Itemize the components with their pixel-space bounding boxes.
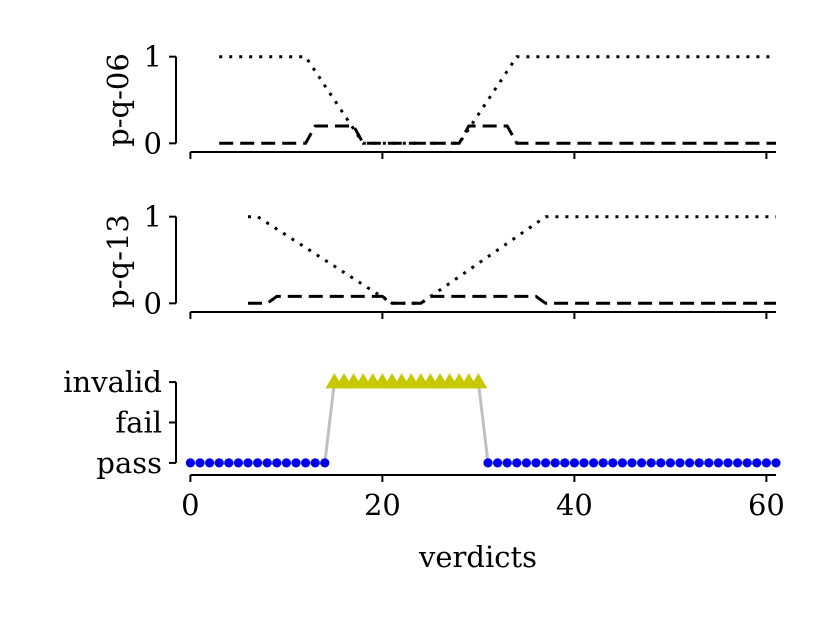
pass-point bbox=[617, 458, 628, 468]
x-axis-label: verdicts bbox=[418, 540, 537, 574]
y-tick-label: 1 bbox=[144, 40, 162, 74]
pass-point bbox=[675, 458, 685, 468]
y-axis-label: p-q-06 bbox=[101, 53, 135, 147]
pass-point bbox=[483, 458, 493, 468]
pass-point bbox=[272, 458, 282, 468]
pass-point bbox=[733, 458, 743, 468]
y-axis-label: p-q-13 bbox=[101, 214, 135, 308]
pass-point bbox=[579, 458, 589, 468]
pass-point bbox=[310, 458, 320, 468]
pass-point bbox=[493, 458, 503, 468]
pass-point bbox=[637, 458, 647, 468]
series-group bbox=[219, 55, 776, 145]
pass-point bbox=[627, 458, 637, 468]
panel-p-q-06: p-q-06 01 bbox=[101, 40, 776, 160]
axes: 01 bbox=[144, 200, 776, 320]
y-tick-label: 0 bbox=[144, 286, 162, 320]
pass-point bbox=[771, 458, 781, 468]
y-tick-label: invalid bbox=[63, 365, 162, 399]
pass-point bbox=[281, 458, 291, 468]
dotted-series-line bbox=[219, 55, 776, 145]
pass-point bbox=[656, 458, 666, 468]
pass-point bbox=[742, 458, 752, 468]
pass-point bbox=[301, 458, 311, 468]
y-tick-label: 0 bbox=[144, 126, 162, 160]
axes: 01 bbox=[144, 40, 776, 160]
y-tick-label: fail bbox=[115, 406, 162, 440]
pass-point bbox=[291, 458, 301, 468]
pass-point bbox=[704, 458, 714, 468]
dashed-series-line bbox=[248, 294, 776, 305]
panel-p-q-13: p-q-13 01 bbox=[101, 200, 776, 320]
pass-point bbox=[512, 458, 522, 468]
pass-point bbox=[195, 458, 205, 468]
pass-point bbox=[233, 458, 243, 468]
pass-point bbox=[723, 458, 733, 468]
pass-point bbox=[685, 458, 695, 468]
series-group bbox=[248, 215, 776, 305]
pass-point bbox=[253, 458, 263, 468]
pass-point bbox=[185, 458, 195, 468]
verdict-connector-line bbox=[190, 380, 776, 465]
pass-point bbox=[694, 458, 704, 468]
pass-point bbox=[665, 458, 676, 468]
pass-point bbox=[569, 458, 580, 468]
axes: pass fail invalid 0 20 40 60 bbox=[63, 365, 785, 522]
pass-point bbox=[521, 458, 532, 468]
pass-point bbox=[589, 458, 599, 468]
panel-verdicts: pass fail invalid 0 20 40 60 verdicts bbox=[63, 365, 785, 574]
pass-point bbox=[502, 458, 512, 468]
pass-point bbox=[608, 458, 618, 468]
pass-point bbox=[560, 458, 570, 468]
x-tick-label: 20 bbox=[364, 488, 401, 522]
pass-point bbox=[214, 458, 224, 468]
x-tick-label: 40 bbox=[556, 488, 593, 522]
pass-point bbox=[646, 458, 656, 468]
pass-point bbox=[752, 458, 762, 468]
pass-point bbox=[550, 458, 560, 468]
pass-point bbox=[541, 458, 551, 468]
pass-point bbox=[761, 458, 772, 468]
dotted-series-line bbox=[248, 215, 776, 305]
pass-point bbox=[320, 458, 330, 468]
pass-point bbox=[243, 458, 253, 468]
pass-point bbox=[224, 458, 234, 468]
y-tick-label: pass bbox=[96, 446, 162, 480]
pass-point bbox=[205, 458, 215, 468]
invalid-point bbox=[469, 373, 488, 389]
x-tick-label: 60 bbox=[748, 488, 785, 522]
series-group bbox=[185, 373, 781, 468]
dashed-series-line bbox=[219, 124, 776, 145]
pass-point bbox=[598, 458, 608, 468]
x-tick-label: 0 bbox=[181, 488, 199, 522]
y-tick-label: 1 bbox=[144, 200, 162, 234]
pass-point bbox=[531, 458, 541, 468]
pass-point bbox=[262, 458, 272, 468]
pass-point bbox=[713, 458, 724, 468]
